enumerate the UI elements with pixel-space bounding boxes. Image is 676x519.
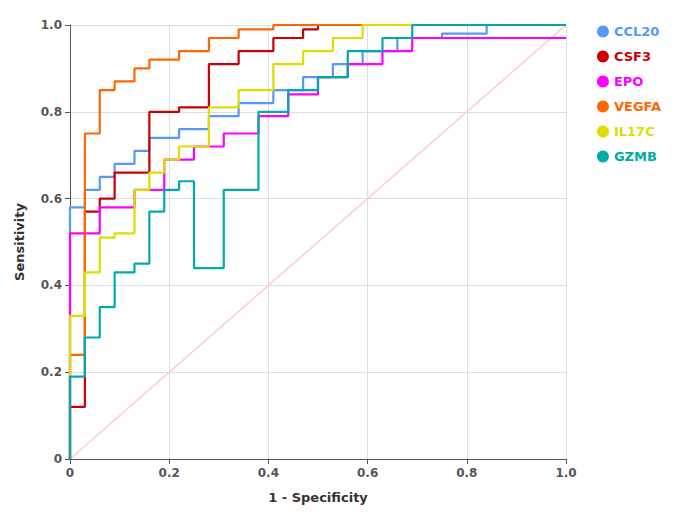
svg-text:1.0: 1.0 bbox=[41, 18, 62, 32]
svg-text:Sensitivity: Sensitivity bbox=[12, 203, 27, 281]
svg-text:0.6: 0.6 bbox=[357, 466, 378, 480]
svg-text:1.0: 1.0 bbox=[555, 466, 576, 480]
svg-text:0.6: 0.6 bbox=[41, 192, 62, 206]
svg-text:0.8: 0.8 bbox=[41, 105, 62, 119]
svg-text:1 - Specificity: 1 - Specificity bbox=[268, 490, 368, 505]
svg-text:VEGFA: VEGFA bbox=[614, 99, 661, 114]
svg-text:0: 0 bbox=[66, 466, 74, 480]
svg-text:0.2: 0.2 bbox=[159, 466, 180, 480]
svg-text:CSF3: CSF3 bbox=[614, 49, 651, 64]
svg-text:IL17C: IL17C bbox=[614, 124, 655, 139]
svg-text:0.4: 0.4 bbox=[258, 466, 279, 480]
svg-text:0.4: 0.4 bbox=[41, 278, 62, 292]
svg-text:EPO: EPO bbox=[614, 74, 643, 89]
svg-text:CCL20: CCL20 bbox=[614, 24, 659, 39]
svg-text:0.2: 0.2 bbox=[41, 365, 62, 379]
svg-text:GZMB: GZMB bbox=[614, 149, 657, 164]
svg-text:0: 0 bbox=[54, 452, 62, 466]
svg-text:0.8: 0.8 bbox=[456, 466, 477, 480]
